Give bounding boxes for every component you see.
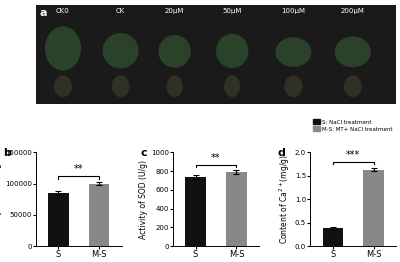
Y-axis label: Activity of POD (U/g): Activity of POD (U/g) — [0, 160, 2, 239]
Bar — [322, 228, 343, 246]
Text: 100μM: 100μM — [281, 8, 306, 14]
Ellipse shape — [112, 75, 130, 97]
Ellipse shape — [166, 75, 183, 97]
Text: 50μM: 50μM — [222, 8, 242, 14]
Ellipse shape — [275, 37, 311, 67]
Ellipse shape — [224, 75, 240, 97]
Ellipse shape — [344, 75, 362, 97]
Y-axis label: Content of Ca$^{2+}$(mg/g): Content of Ca$^{2+}$(mg/g) — [278, 154, 292, 244]
Legend: S: NaCl treatment, M-S: MT+ NaCl treatment: S: NaCl treatment, M-S: MT+ NaCl treatme… — [313, 119, 392, 132]
Text: a: a — [40, 8, 47, 18]
Ellipse shape — [54, 75, 72, 97]
Bar — [185, 177, 206, 246]
Text: c: c — [140, 149, 147, 159]
Text: **: ** — [211, 153, 221, 163]
Text: 20μM: 20μM — [165, 8, 184, 14]
Bar — [89, 184, 110, 246]
Text: b: b — [4, 149, 11, 159]
Ellipse shape — [335, 36, 371, 67]
Bar — [48, 193, 69, 246]
Ellipse shape — [45, 26, 81, 71]
Text: **: ** — [74, 165, 84, 174]
Bar — [363, 170, 384, 246]
Ellipse shape — [284, 75, 302, 97]
Bar — [226, 172, 247, 246]
Ellipse shape — [216, 34, 248, 68]
Text: 200μM: 200μM — [341, 8, 365, 14]
Ellipse shape — [158, 35, 191, 68]
Text: ***: *** — [346, 150, 360, 160]
Text: d: d — [278, 149, 286, 159]
Ellipse shape — [102, 33, 139, 68]
Text: CK: CK — [116, 8, 125, 14]
Y-axis label: Activity of SOD (U/g): Activity of SOD (U/g) — [139, 160, 148, 239]
Text: CK0: CK0 — [56, 8, 70, 14]
